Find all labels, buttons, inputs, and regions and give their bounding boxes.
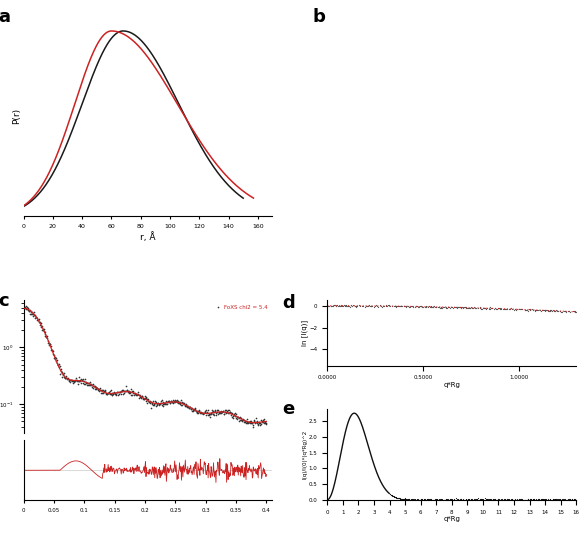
Y-axis label: ln [I(q)]: ln [I(q)] bbox=[301, 320, 308, 346]
Text: c: c bbox=[0, 292, 9, 310]
Text: e: e bbox=[282, 400, 295, 417]
Text: b: b bbox=[312, 8, 325, 26]
Text: a: a bbox=[0, 8, 11, 26]
X-axis label: q*Rg: q*Rg bbox=[443, 516, 460, 522]
Y-axis label: I(q)/I(0)*(q*Rg)^2: I(q)/I(0)*(q*Rg)^2 bbox=[302, 430, 308, 479]
Text: d: d bbox=[282, 294, 295, 312]
Y-axis label: P(r): P(r) bbox=[12, 108, 21, 124]
Legend: FoXS chi2 = 5.4: FoXS chi2 = 5.4 bbox=[212, 303, 270, 313]
X-axis label: q*Rg: q*Rg bbox=[443, 382, 460, 388]
X-axis label: r, Å: r, Å bbox=[141, 232, 156, 242]
